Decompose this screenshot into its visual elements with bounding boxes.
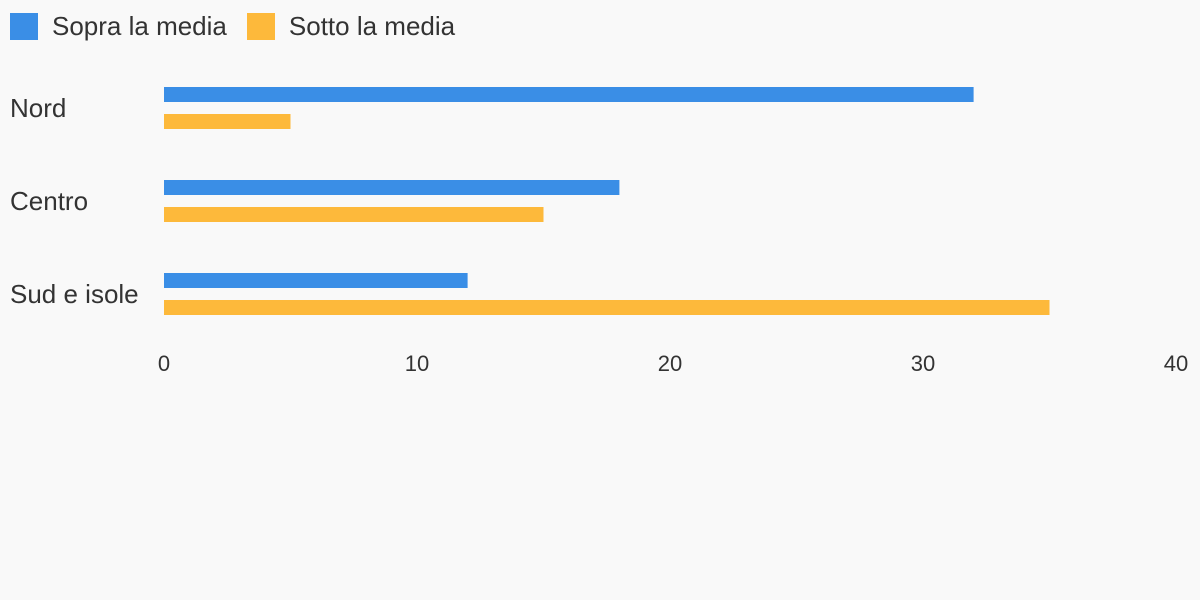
category-label-centro: Centro (10, 186, 88, 216)
x-tick-label: 0 (158, 351, 170, 376)
category-label-nord: Nord (10, 93, 66, 123)
legend-item-sopra[interactable]: Sopra la media (10, 10, 227, 42)
legend-swatch-sotto (246, 12, 275, 40)
category-label-sud-e-isole: Sud e isole (10, 279, 139, 309)
legend-label-sotto: Sotto la media (288, 11, 456, 41)
x-tick-label: 10 (405, 351, 429, 376)
bar-nord-series-0 (164, 87, 974, 102)
bar-nord-series-1 (164, 114, 291, 129)
legend-item-sotto[interactable]: Sotto la media (246, 10, 456, 42)
x-tick-label: 20 (658, 351, 682, 376)
legend: Sopra la media Sotto la media (10, 10, 475, 42)
bar-sud-e-isole-series-0 (164, 273, 468, 288)
legend-label-sopra: Sopra la media (52, 11, 227, 41)
bar-sud-e-isole-series-1 (164, 300, 1050, 315)
x-tick-label: 40 (1164, 351, 1188, 376)
x-tick-label: 30 (911, 351, 935, 376)
bar-centro-series-0 (164, 180, 620, 195)
bar-centro-series-1 (164, 207, 544, 222)
legend-swatch-sopra (10, 12, 38, 40)
